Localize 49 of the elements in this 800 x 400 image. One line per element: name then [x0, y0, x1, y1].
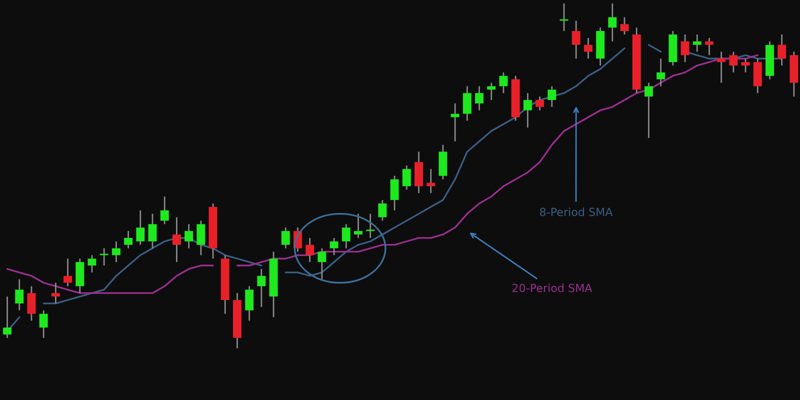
candlestick [330, 237, 338, 256]
candlestick [644, 82, 653, 139]
candlestick [112, 240, 120, 263]
candlestick [572, 20, 580, 60]
candlestick [402, 164, 411, 190]
candlestick [342, 223, 350, 249]
candlestick [64, 258, 72, 287]
candlestick [257, 268, 266, 308]
candlestick [184, 223, 194, 249]
candlestick [584, 37, 592, 60]
candlestick [306, 237, 314, 263]
candlestick [692, 34, 702, 52]
candlestick [15, 278, 24, 312]
candlestick [196, 220, 206, 256]
candlestick [620, 16, 629, 36]
candlestick [729, 51, 738, 74]
candlestick [124, 230, 133, 249]
candlestick [462, 86, 472, 122]
text: 20-Period SMA [512, 284, 592, 292]
candlestick [680, 34, 690, 63]
candlestick [3, 296, 12, 339]
candlestick [548, 86, 556, 108]
candlestick [390, 175, 399, 212]
candlestick [536, 96, 544, 112]
candlestick [39, 310, 48, 339]
candlestick [366, 213, 375, 239]
candlestick [245, 286, 254, 322]
candlestick [378, 199, 387, 222]
candlestick [281, 226, 290, 249]
candlestick [172, 216, 181, 263]
candlestick [656, 58, 666, 87]
candlestick [608, 2, 617, 42]
candlestick [704, 37, 714, 56]
candlestick [741, 58, 750, 74]
candlestick [778, 34, 786, 66]
candlestick [523, 92, 532, 128]
candlestick [487, 82, 496, 101]
candlestick [354, 213, 362, 239]
candlestick [160, 196, 169, 225]
candlestick [499, 72, 508, 94]
candlestick [475, 86, 484, 112]
candlestick [88, 254, 96, 274]
candlestick [717, 51, 726, 84]
candlestick [51, 282, 60, 304]
candlestick [318, 248, 326, 280]
candlestick [148, 213, 157, 249]
text: 8-Period SMA [540, 208, 613, 216]
candlestick [27, 286, 36, 322]
candlestick [136, 210, 145, 246]
